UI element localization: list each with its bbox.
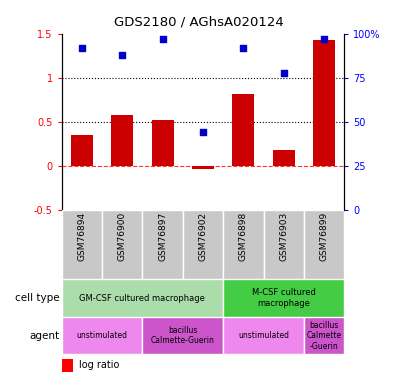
Bar: [304, 317, 344, 354]
Text: bacillus
Calmette
-Guerin: bacillus Calmette -Guerin: [306, 321, 341, 351]
Bar: [152, 120, 174, 166]
Text: cell type: cell type: [15, 293, 60, 303]
Bar: [62, 317, 142, 354]
Text: GDS2180 / AGhsA020124: GDS2180 / AGhsA020124: [114, 15, 284, 28]
Bar: [142, 317, 223, 354]
Point: [119, 52, 125, 58]
Text: GSM76897: GSM76897: [158, 212, 167, 261]
Bar: [183, 210, 223, 279]
Text: log ratio: log ratio: [79, 360, 119, 370]
Bar: [111, 115, 133, 166]
Bar: [223, 279, 344, 317]
Text: GSM76894: GSM76894: [77, 212, 86, 261]
Text: unstimulated: unstimulated: [238, 331, 289, 340]
Bar: [62, 210, 102, 279]
Text: bacillus
Calmette-Guerin: bacillus Calmette-Guerin: [151, 326, 215, 345]
Point: [160, 36, 166, 42]
Bar: [62, 358, 73, 372]
Point: [240, 45, 246, 51]
Text: agent: agent: [29, 331, 60, 340]
Bar: [192, 166, 214, 170]
Point: [79, 45, 85, 51]
Bar: [223, 210, 263, 279]
Point: [281, 69, 287, 75]
Bar: [142, 210, 183, 279]
Text: unstimulated: unstimulated: [76, 331, 127, 340]
Bar: [273, 150, 295, 166]
Bar: [232, 94, 254, 166]
Bar: [62, 279, 223, 317]
Text: GM-CSF cultured macrophage: GM-CSF cultured macrophage: [80, 294, 205, 303]
Point: [200, 129, 206, 135]
Text: M-CSF cultured
macrophage: M-CSF cultured macrophage: [252, 288, 316, 308]
Text: GSM76900: GSM76900: [118, 212, 127, 261]
Text: GSM76898: GSM76898: [239, 212, 248, 261]
Bar: [263, 210, 304, 279]
Point: [321, 36, 327, 42]
Bar: [102, 210, 142, 279]
Bar: [71, 135, 93, 166]
Text: GSM76903: GSM76903: [279, 212, 288, 261]
Text: GSM76899: GSM76899: [320, 212, 329, 261]
Bar: [304, 210, 344, 279]
Bar: [313, 40, 335, 166]
Text: GSM76902: GSM76902: [199, 212, 207, 261]
Bar: [223, 317, 304, 354]
